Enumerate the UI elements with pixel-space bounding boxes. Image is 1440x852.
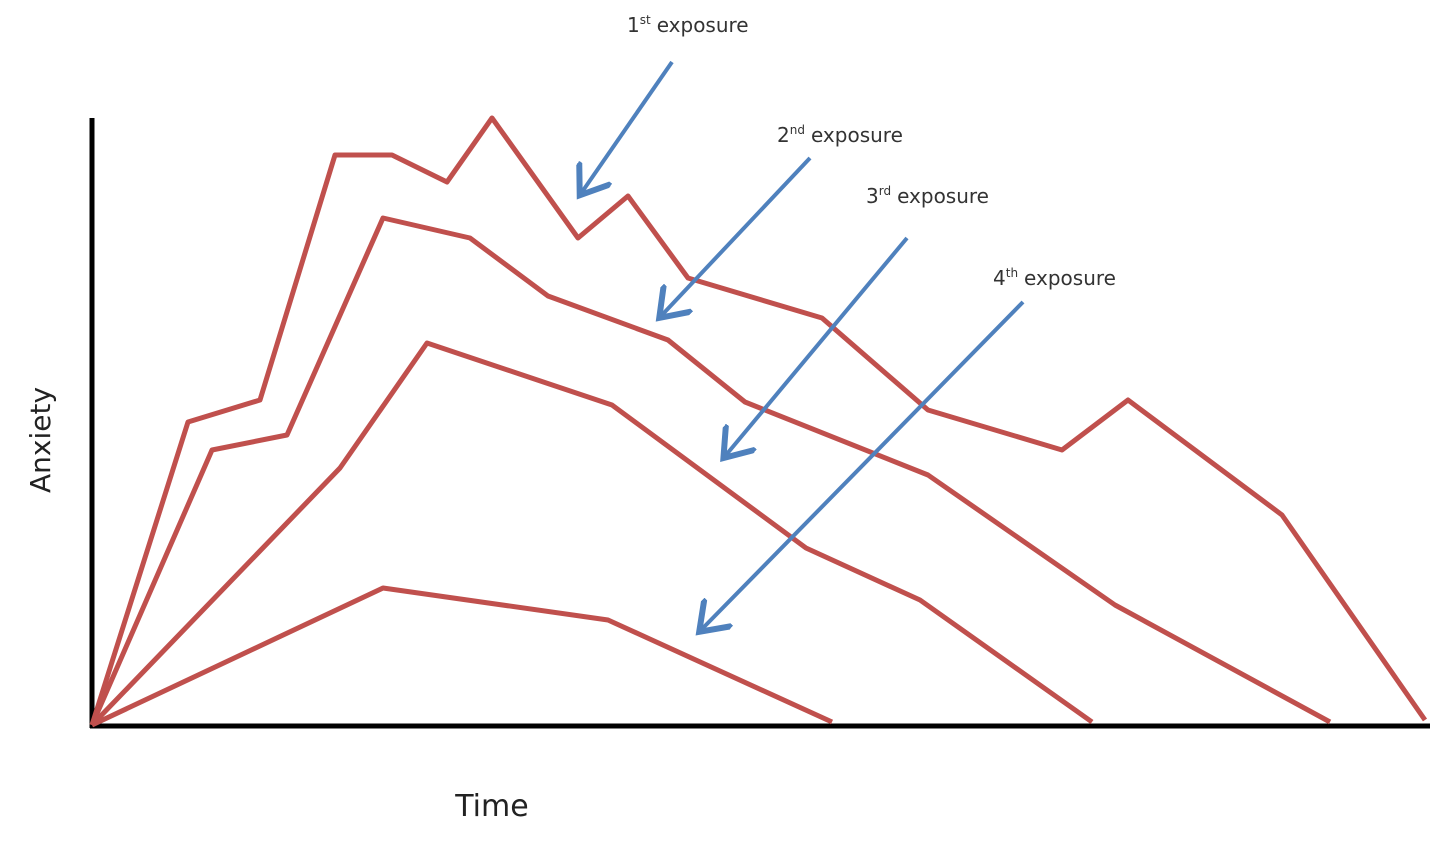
exposure-word: exposure: [811, 123, 903, 147]
exposure-label: 2nd exposure: [777, 123, 903, 147]
exposure-word: exposure: [897, 184, 989, 208]
ordinal-suffix: th: [1006, 266, 1018, 280]
ordinal: 2: [777, 123, 790, 147]
ordinal: 3: [866, 184, 879, 208]
arrow: [702, 300, 1025, 629]
arrow: [582, 60, 674, 192]
exposure-label: 4th exposure: [993, 266, 1116, 290]
exposure-word: exposure: [657, 13, 749, 37]
exposure-curve: [90, 585, 834, 728]
arrow: [726, 236, 909, 455]
ordinal-suffix: st: [640, 13, 651, 27]
exposure-label: 1st exposure: [627, 13, 749, 37]
arrow: [662, 156, 812, 315]
exposure-curve: [89, 215, 1332, 726]
exposure-curve: [89, 115, 1428, 726]
ordinal: 4: [993, 266, 1006, 290]
ordinal-suffix: nd: [790, 123, 805, 137]
exposure-word: exposure: [1024, 266, 1116, 290]
x-axis-label: Time: [454, 789, 528, 824]
ordinal: 1: [627, 13, 640, 37]
exposure-label: 3rd exposure: [866, 184, 989, 208]
ordinal-suffix: rd: [879, 184, 891, 198]
y-axis-label: Anxiety: [24, 387, 57, 493]
exposure-curve: [90, 340, 1094, 727]
